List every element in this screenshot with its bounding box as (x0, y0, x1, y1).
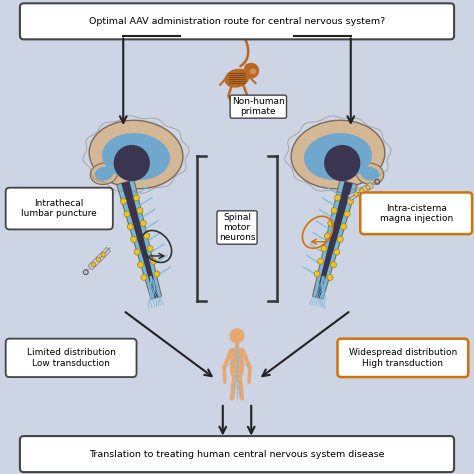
Circle shape (324, 233, 330, 239)
Text: Spinal
motor
neurons: Spinal motor neurons (219, 213, 255, 242)
Ellipse shape (304, 133, 372, 180)
Circle shape (330, 262, 337, 268)
Circle shape (244, 64, 258, 78)
Circle shape (134, 195, 139, 201)
Circle shape (347, 198, 354, 204)
Circle shape (101, 253, 105, 257)
Text: Translation to treating human central nervous system disease: Translation to treating human central ne… (89, 450, 385, 458)
Circle shape (96, 257, 100, 262)
FancyBboxPatch shape (20, 3, 454, 39)
Polygon shape (348, 182, 374, 201)
Circle shape (128, 224, 133, 230)
Circle shape (140, 220, 146, 226)
FancyBboxPatch shape (6, 188, 113, 229)
Ellipse shape (114, 145, 150, 181)
Circle shape (328, 220, 334, 226)
Text: Intrathecal
lumbar puncture: Intrathecal lumbar puncture (21, 199, 97, 218)
Text: Non-human
primate: Non-human primate (232, 97, 285, 116)
Circle shape (91, 262, 96, 266)
Ellipse shape (360, 167, 380, 181)
Ellipse shape (225, 69, 249, 87)
Circle shape (141, 274, 147, 281)
Circle shape (344, 211, 350, 217)
Ellipse shape (250, 69, 256, 73)
Circle shape (147, 246, 153, 252)
Circle shape (334, 249, 340, 255)
Text: Widespread distribution
High transduction: Widespread distribution High transductio… (349, 348, 457, 367)
Polygon shape (230, 348, 244, 376)
FancyBboxPatch shape (20, 436, 454, 472)
Ellipse shape (291, 120, 385, 189)
Ellipse shape (102, 133, 170, 180)
Circle shape (331, 208, 337, 213)
Circle shape (120, 198, 127, 204)
Polygon shape (88, 247, 110, 270)
Circle shape (137, 262, 144, 268)
Ellipse shape (356, 163, 384, 184)
Polygon shape (312, 180, 357, 299)
Ellipse shape (89, 120, 183, 189)
Ellipse shape (94, 167, 114, 181)
Circle shape (134, 249, 140, 255)
Circle shape (246, 64, 250, 69)
Text: Optimal AAV administration route for central nervous system?: Optimal AAV administration route for cen… (89, 17, 385, 26)
Circle shape (335, 195, 340, 201)
Ellipse shape (90, 163, 118, 184)
Polygon shape (121, 181, 158, 298)
Circle shape (131, 237, 137, 242)
Circle shape (337, 237, 343, 242)
FancyBboxPatch shape (6, 338, 137, 377)
Ellipse shape (324, 145, 360, 181)
FancyBboxPatch shape (337, 338, 468, 377)
Circle shape (314, 271, 320, 277)
FancyBboxPatch shape (360, 192, 472, 234)
Circle shape (360, 189, 364, 193)
Circle shape (354, 192, 358, 196)
Circle shape (124, 211, 130, 217)
Text: Limited distribution
Low transduction: Limited distribution Low transduction (27, 348, 116, 367)
Circle shape (321, 246, 327, 252)
Circle shape (327, 274, 333, 281)
Circle shape (154, 271, 160, 277)
Circle shape (341, 224, 346, 230)
Circle shape (230, 329, 244, 343)
Polygon shape (117, 180, 162, 299)
Circle shape (151, 258, 156, 264)
Circle shape (144, 233, 150, 239)
Text: Intra-cisterna
magna injection: Intra-cisterna magna injection (380, 204, 453, 223)
Circle shape (318, 258, 323, 264)
Circle shape (137, 208, 143, 213)
Polygon shape (316, 181, 353, 298)
Circle shape (365, 185, 370, 190)
